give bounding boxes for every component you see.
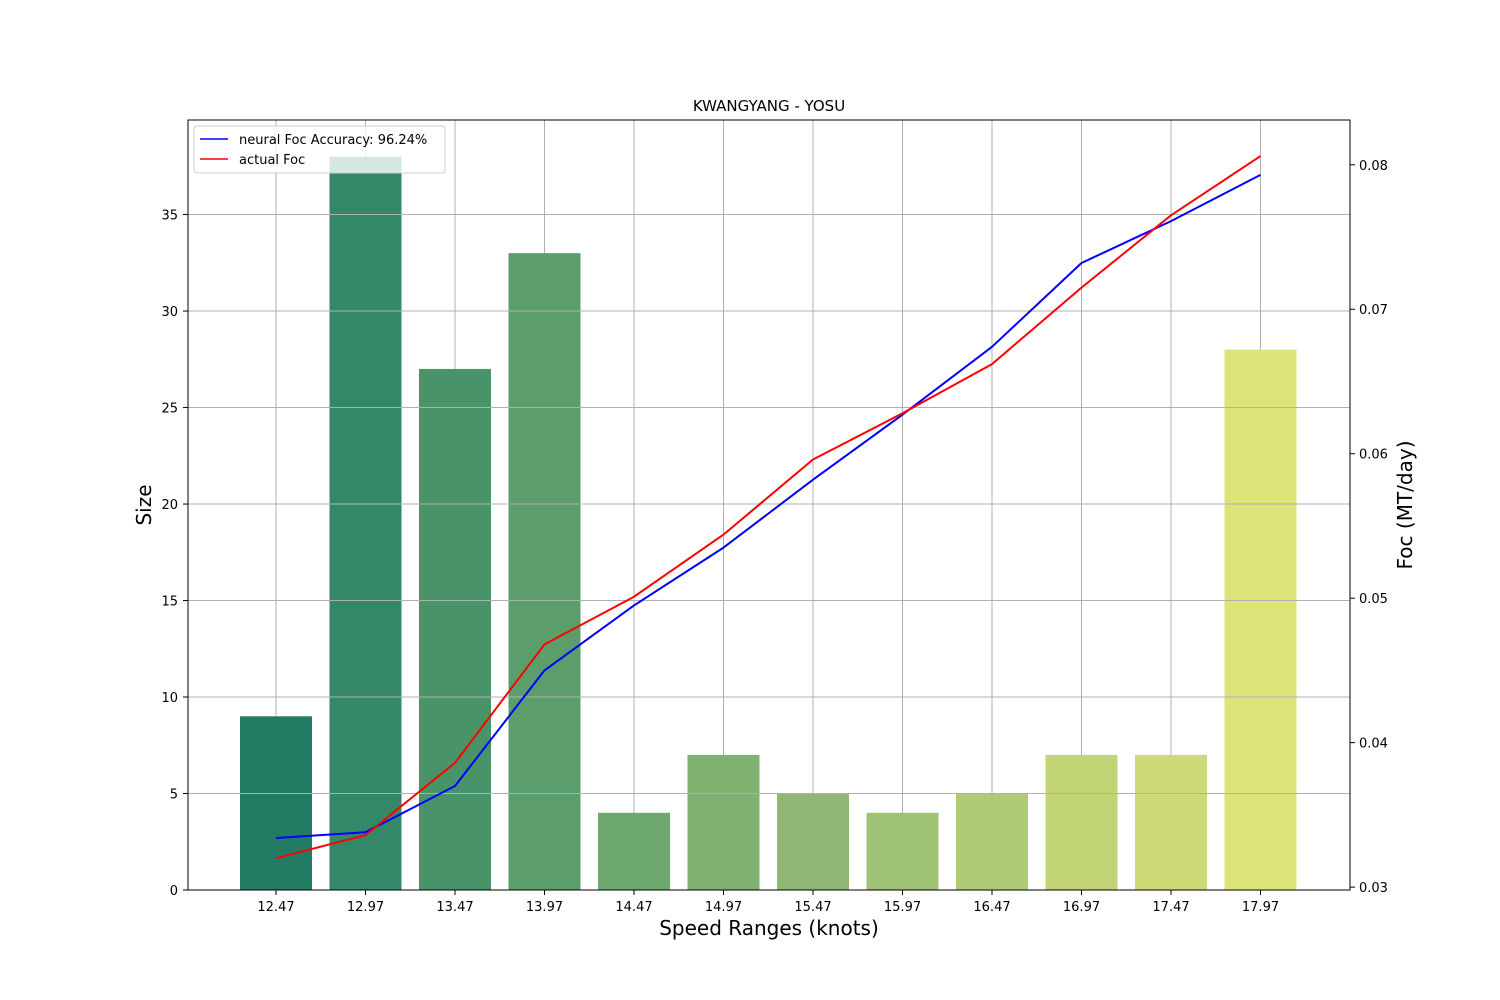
- plot-frame: [187, 119, 1351, 891]
- y-tick-label: 5: [170, 788, 178, 803]
- x-tick-label: 17.47: [1152, 900, 1189, 915]
- x-axis-ticks: 12.47 12.97 13.47 13.97 14.47 14.97 15.47 15.97…: [257, 890, 1279, 915]
- y2-tick-label: 0.07: [1359, 303, 1388, 318]
- y2-tick-label: 0.08: [1359, 159, 1388, 174]
- x-tick-label: 15.97: [884, 900, 921, 915]
- y2-tick-label: 0.03: [1359, 881, 1388, 896]
- bar-17.47: [1135, 754, 1207, 890]
- y2-axis-ticks: 0.03 0.04 0.05 0.06 0.07 0.08: [1350, 159, 1388, 896]
- bar-15.97: [866, 812, 939, 890]
- chart-title: KWANGYANG - YOSU: [693, 97, 845, 115]
- y-gridlines: [188, 214, 1350, 891]
- y-tick-label: 35: [161, 209, 178, 224]
- x-tick-label: 16.97: [1063, 900, 1100, 915]
- y-tick-label: 30: [161, 305, 178, 320]
- y-axis-ticks: 0 5 10 15 20 25 30 35: [161, 209, 188, 899]
- x-tick-label: 13.97: [526, 900, 563, 915]
- bar-13.47: [419, 368, 491, 890]
- bar-17.97: [1224, 349, 1297, 890]
- series-line-0: [275, 174, 1261, 839]
- legend-label-neural: neural Foc Accuracy: 96.24%: [239, 133, 427, 148]
- y-tick-label: 0: [170, 884, 178, 899]
- legend: neural Foc Accuracy: 96.24% actual Foc: [193, 125, 446, 174]
- y2-tick-label: 0.04: [1359, 737, 1388, 752]
- bar-14.97: [687, 754, 760, 890]
- bar-16.47: [956, 793, 1028, 890]
- x-tick-label: 12.47: [257, 900, 294, 915]
- series-lines: [275, 155, 1262, 860]
- bar-12.47: [240, 716, 312, 890]
- bar-15.47: [777, 793, 849, 890]
- bar-12.97: [329, 156, 402, 890]
- x-tick-label: 16.47: [973, 900, 1010, 915]
- x-tick-label: 14.47: [615, 900, 652, 915]
- bars: [240, 156, 1297, 890]
- y2-axis-title: Foc (MT/day): [1393, 441, 1417, 570]
- x-axis-title: Speed Ranges (knots): [659, 916, 879, 940]
- x-tick-label: 13.47: [436, 900, 473, 915]
- bar-16.97: [1045, 754, 1118, 890]
- y-axis-title: Size: [132, 484, 156, 525]
- y-tick-label: 25: [161, 402, 178, 417]
- x-tick-label: 12.97: [347, 900, 384, 915]
- series-line-1: [275, 155, 1262, 860]
- y2-tick-label: 0.06: [1359, 448, 1388, 463]
- x-tick-label: 17.97: [1242, 900, 1279, 915]
- y-tick-label: 20: [161, 498, 178, 513]
- bar-13.97: [508, 253, 581, 890]
- x-tick-label: 15.47: [794, 900, 831, 915]
- y-tick-label: 15: [161, 595, 178, 610]
- y2-tick-label: 0.05: [1359, 592, 1388, 607]
- legend-box: [193, 125, 446, 174]
- legend-label-actual: actual Foc: [239, 153, 305, 168]
- x-tick-label: 14.97: [705, 900, 742, 915]
- y-tick-label: 10: [161, 691, 178, 706]
- bar-14.47: [598, 812, 670, 890]
